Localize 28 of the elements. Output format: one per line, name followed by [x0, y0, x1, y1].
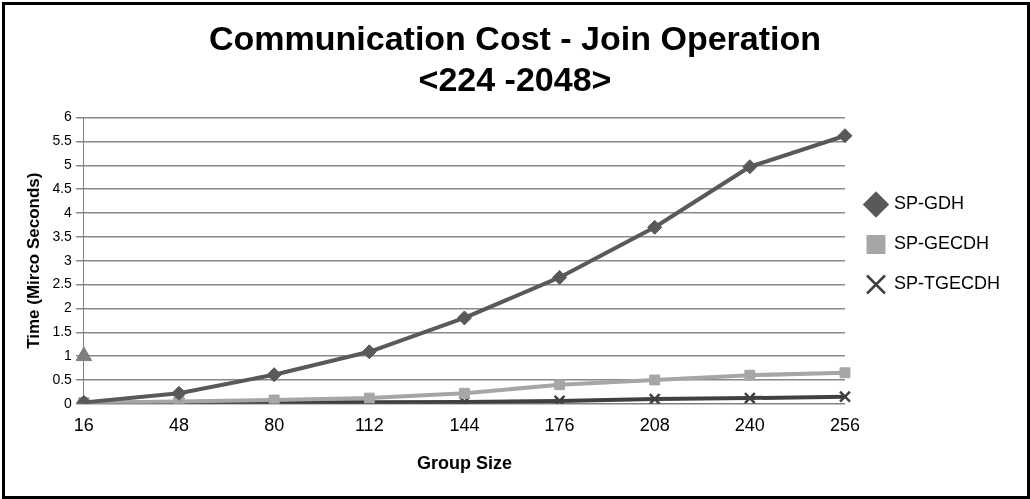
- y-tick-label: 3.5: [52, 227, 73, 244]
- y-tick-label: 4.5: [52, 180, 73, 197]
- y-tick-label: 2.5: [52, 275, 73, 292]
- x-tick-label: 240: [734, 414, 765, 435]
- x-tick-label: 144: [449, 414, 480, 435]
- y-tick-label: 0.5: [52, 370, 73, 387]
- legend-label: SP-TGECDH: [894, 273, 1001, 294]
- y-tick-label: 5: [64, 156, 73, 173]
- y-tick-label: 1: [64, 346, 73, 363]
- legend-label: SP-GECDH: [894, 233, 990, 254]
- x-tick-label: 176: [544, 414, 575, 435]
- y-tick-label: 5.5: [52, 132, 73, 149]
- legend-label: SP-GDH: [894, 193, 965, 214]
- x-tick-label: 256: [829, 414, 861, 435]
- x-tick-label: 80: [264, 414, 285, 435]
- y-tick-label: 6: [64, 108, 73, 125]
- y-tick-label: 3: [64, 251, 73, 268]
- x-tick-label: 16: [73, 414, 94, 435]
- x-tick-label: 48: [168, 414, 190, 435]
- chart-title: Communication Cost - Join Operation <224 -2048>: [208, 18, 822, 98]
- x-tick-label: 112: [354, 414, 384, 435]
- y-tick-label: 1.5: [52, 323, 73, 340]
- x-axis-title: Group Size: [416, 453, 512, 474]
- y-axis-title: Time (Mirco Seconds): [23, 172, 43, 349]
- y-tick-label: 4: [64, 203, 73, 220]
- y-tick-label: 0: [64, 394, 73, 411]
- x-tick-label: 208: [639, 414, 670, 435]
- y-tick-label: 2: [64, 299, 73, 316]
